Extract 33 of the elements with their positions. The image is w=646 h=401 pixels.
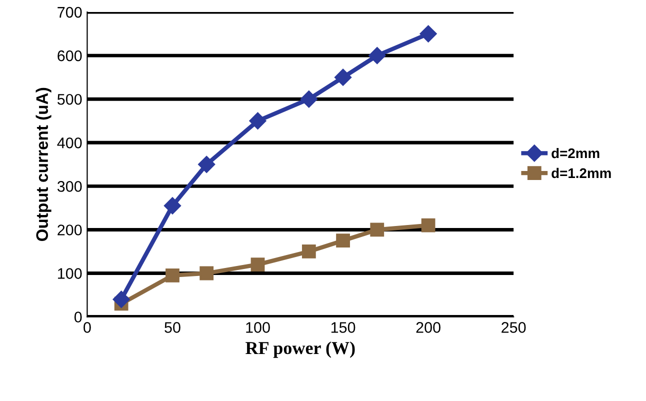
point: [250, 258, 265, 272]
x-tick-label: 200: [416, 322, 440, 333]
y-tick-label: 400: [57, 138, 82, 148]
x-axis-title: RF power (W): [246, 341, 355, 358]
y-tick-label: 100: [58, 268, 82, 279]
point: [164, 197, 182, 214]
y-tick-label: 600: [58, 50, 82, 62]
point: [368, 47, 386, 64]
point: [112, 290, 130, 308]
y-tick-label: 700: [58, 6, 82, 18]
point: [420, 25, 437, 42]
legend-label: d=2mm: [552, 148, 600, 158]
y-tick-label: 300: [57, 181, 82, 192]
point: [334, 68, 352, 86]
point: [421, 218, 436, 232]
point: [166, 268, 180, 282]
y-tick-label: 500: [57, 94, 82, 105]
x-tick-label: 0: [84, 322, 91, 333]
x-tick-label: 50: [164, 322, 180, 333]
point: [198, 156, 216, 173]
point: [370, 222, 384, 237]
point: [302, 244, 316, 258]
y-tick-label: 0: [74, 312, 82, 322]
x-tick-label: 100: [246, 322, 270, 333]
y-tick-label: 200: [58, 224, 82, 236]
point: [336, 234, 350, 248]
legend-label: d=1.2mm: [552, 168, 611, 178]
x-tick-label: 150: [331, 322, 356, 333]
point: [249, 112, 266, 130]
point: [200, 266, 214, 280]
y-axis-title: Output current (uA): [36, 88, 52, 242]
x-tick-label: 250: [502, 322, 526, 333]
point: [300, 90, 318, 108]
